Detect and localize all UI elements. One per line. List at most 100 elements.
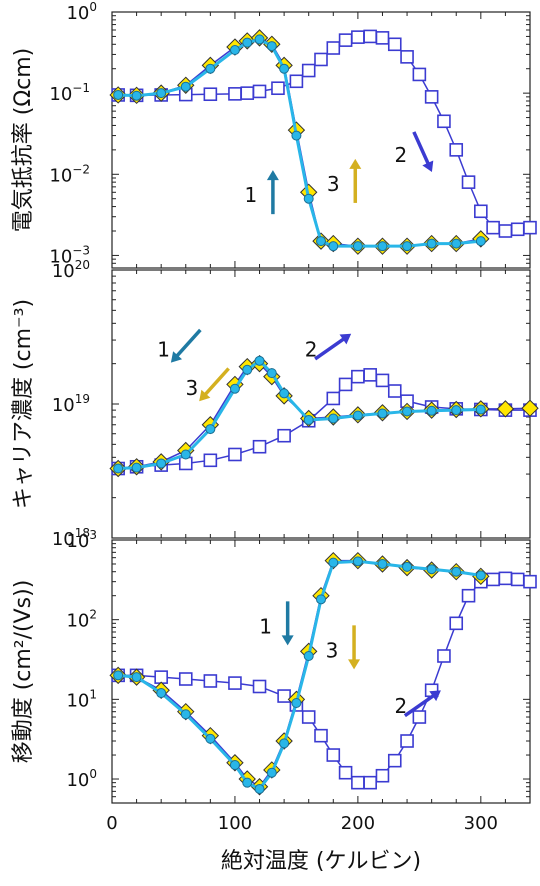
data-point	[316, 594, 326, 605]
annotation-label: 2	[395, 143, 408, 167]
x-tick-label: 0	[106, 813, 117, 834]
data-point	[328, 557, 339, 568]
y-tick-label: 100	[66, 767, 97, 791]
data-point	[156, 458, 167, 469]
data-point	[229, 383, 240, 394]
y-tick-label: 1020	[52, 258, 90, 282]
data-point	[180, 449, 191, 460]
data-point	[291, 697, 302, 708]
data-point	[486, 572, 500, 587]
data-point	[377, 408, 388, 419]
data-point	[266, 368, 277, 379]
data-point	[131, 90, 142, 101]
annotation-label: 1	[245, 183, 258, 207]
series-1	[111, 29, 537, 238]
data-point	[131, 462, 142, 473]
data-point	[377, 241, 388, 252]
data-point	[402, 406, 413, 417]
data-point	[475, 236, 486, 247]
data-point	[375, 768, 390, 783]
data-point	[203, 453, 218, 468]
series-line	[118, 559, 481, 788]
data-point	[277, 428, 291, 443]
data-point	[451, 566, 462, 577]
data-point	[451, 238, 462, 249]
data-point	[338, 765, 353, 780]
data-point	[178, 672, 193, 686]
series-line	[118, 358, 481, 471]
series-3	[113, 34, 486, 252]
series-2	[109, 29, 490, 255]
data-point	[521, 399, 539, 417]
data-point	[498, 224, 513, 238]
data-point	[180, 81, 191, 92]
data-point	[352, 556, 363, 567]
data-point	[316, 236, 326, 247]
data-point	[475, 570, 486, 581]
data-point	[326, 41, 341, 55]
y-tick-label: 1018	[52, 526, 90, 550]
x-axis-label: 絶対温度 (ケルビン)	[221, 849, 421, 874]
data-point	[475, 404, 486, 415]
data-point	[363, 29, 377, 44]
data-point	[387, 37, 402, 52]
data-point	[291, 130, 302, 141]
data-point	[277, 689, 291, 703]
data-point	[113, 89, 124, 100]
series-3	[113, 355, 486, 474]
data-point	[203, 87, 218, 102]
data-point	[363, 775, 377, 790]
y-axis-label: 電気抵抗率 (Ωcm)	[11, 48, 36, 233]
data-point	[426, 564, 437, 575]
data-point	[242, 777, 253, 788]
annotation-arrow	[412, 131, 431, 166]
data-point	[510, 222, 525, 237]
y-tick-label: 102	[66, 608, 97, 632]
data-point	[328, 241, 339, 252]
data-point	[338, 377, 353, 392]
annotation-label: 3	[326, 638, 339, 662]
data-point	[474, 204, 488, 219]
annotation-arrowhead	[422, 160, 434, 173]
data-point	[351, 30, 365, 44]
data-point	[426, 238, 437, 249]
data-point	[289, 74, 304, 89]
data-point	[461, 175, 476, 189]
data-point	[252, 439, 267, 454]
y-tick-label: 10−1	[49, 81, 90, 105]
data-point	[486, 220, 500, 235]
annotation-arrowhead	[429, 690, 441, 702]
data-point	[229, 759, 240, 770]
data-point	[154, 670, 168, 684]
data-point	[402, 241, 413, 252]
data-point	[228, 676, 242, 690]
data-point	[205, 733, 216, 744]
data-point	[301, 63, 316, 78]
annotation-label: 2	[395, 694, 408, 718]
annotation-arrow	[203, 367, 230, 397]
data-point	[301, 710, 316, 724]
plot-frame	[111, 269, 531, 539]
data-point	[205, 424, 216, 435]
series-3	[113, 556, 486, 794]
data-point	[352, 241, 363, 252]
data-point	[252, 84, 267, 99]
annotation-arrowhead	[281, 635, 294, 646]
x-tick-label: 300	[464, 813, 498, 834]
data-point	[240, 86, 255, 100]
data-point	[375, 31, 390, 45]
data-point	[156, 688, 167, 699]
data-point	[387, 753, 402, 768]
data-point	[279, 388, 290, 399]
data-point	[266, 767, 277, 778]
plot-frame	[111, 11, 531, 269]
data-point	[449, 143, 464, 157]
y-tick-label: 1019	[52, 392, 90, 416]
x-tick-label: 100	[218, 813, 252, 834]
data-point	[424, 90, 439, 104]
annotation-arrow	[314, 336, 346, 361]
data-point	[338, 33, 353, 47]
data-point	[326, 748, 341, 762]
y-tick-label: 10−3	[49, 243, 90, 267]
